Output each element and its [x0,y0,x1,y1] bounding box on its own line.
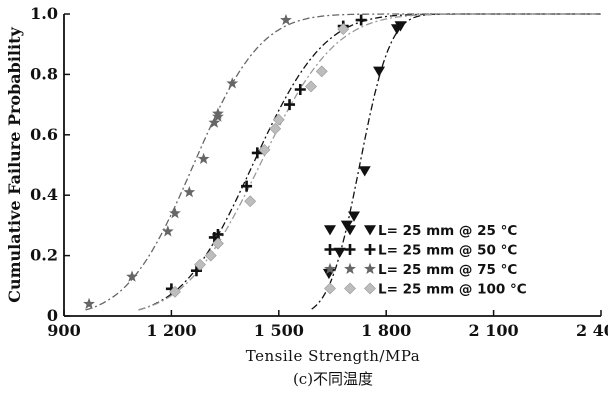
data-point-series-2 [190,265,202,277]
data-point-series-1 [373,66,386,77]
x-tick-label: 1 800 [361,321,411,340]
data-point-series-4 [337,23,350,36]
data-point-series-3 [208,116,221,128]
data-point-series-2 [241,180,253,192]
data-point-series-4 [305,80,317,93]
legend-marker [324,244,336,255]
legend-marker [324,262,336,275]
data-point-series-3 [212,107,224,119]
legend-marker [344,244,356,255]
legend-label: L= 25 mm @ 25 °C [378,223,517,239]
data-point-series-3 [169,207,181,219]
data-point-series-4 [272,113,285,126]
data-point-series-1 [394,21,407,32]
data-point-series-3 [197,152,210,164]
y-tick-label: 0.4 [30,185,58,204]
data-point-series-1 [333,247,346,258]
y-tick-label: 0 [47,306,58,325]
legend-label: L= 25 mm @ 100 °C [378,282,527,298]
data-points [83,13,407,309]
x-axis-label: Tensile Strength/MPa [246,347,420,365]
plot-background [64,14,601,316]
legend: L= 25 mm @ 25 °C L= 25 mm @ 50 °C L= 25 mm… [324,223,527,298]
data-point-series-4 [212,237,224,250]
data-point-series-3 [83,297,95,309]
data-point-series-4 [204,249,217,262]
data-point-series-3 [161,225,174,237]
y-tick-label: 0.2 [30,246,58,265]
x-tick-label: 900 [47,321,80,340]
x-tick-label: 1 200 [146,321,196,340]
data-point-series-3 [183,185,196,198]
y-tick-label: 1.0 [30,4,58,23]
x-tick-label: 2 100 [469,321,519,340]
legend-label: L= 25 mm @ 75 °C [378,262,517,278]
data-point-series-3 [226,77,239,89]
data-point-series-4 [169,285,181,298]
legend-label: L= 25 mm @ 50 °C [378,243,517,259]
plot-area [64,14,601,316]
fit-curve-series-4 [138,13,601,311]
data-point-series-1 [358,166,371,177]
data-point-series-4 [269,122,282,135]
data-point-series-4 [258,143,271,156]
legend-marker [344,282,356,295]
data-point-series-3 [280,13,292,26]
y-tick-label: 0.6 [30,125,58,144]
legend-marker [364,262,376,275]
axes: 900 1 200 1 500 1 800 2 100 2 400 0 0.2 0.4 0.6 0.… [30,4,608,340]
legend-marker [324,225,336,236]
x-tick-label: 2 400 [576,321,608,340]
x-tick-label: 1 500 [254,321,304,340]
data-point-series-4 [315,65,328,78]
y-tick-label: 0.8 [30,64,58,83]
legend-marker [364,225,376,236]
data-point-series-2 [355,14,367,26]
data-point-series-2 [284,99,296,111]
y-axis-label: Cumulative Failure Probability [5,27,24,303]
data-point-series-2 [294,84,306,95]
figure-caption: (c)不同温度 [293,370,373,388]
data-point-series-2 [251,147,263,159]
legend-marker [324,282,336,295]
legend-marker [364,282,376,295]
legend-marker [344,225,356,236]
legend-marker [364,244,376,255]
data-point-series-3 [126,270,138,282]
data-point-series-4 [244,195,257,208]
data-point-series-1 [347,211,360,222]
data-point-series-4 [194,258,206,271]
legend-marker [344,262,356,275]
